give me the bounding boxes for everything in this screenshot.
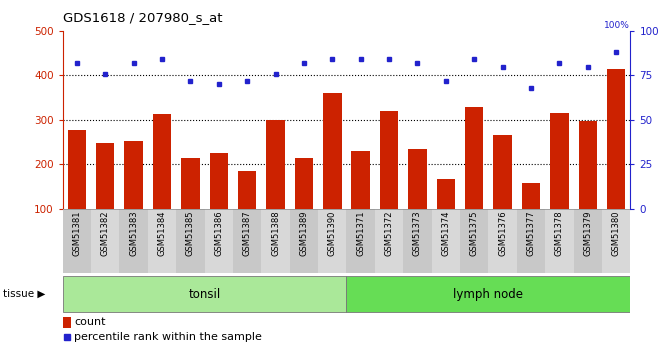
Bar	[409, 149, 426, 253]
Bar	[550, 113, 568, 253]
Bar	[96, 143, 114, 253]
Bar	[375, 209, 403, 273]
Text: GSM51387: GSM51387	[243, 211, 251, 256]
Bar	[403, 209, 432, 273]
Text: GSM51386: GSM51386	[214, 211, 223, 256]
Bar	[346, 276, 630, 312]
Bar	[579, 121, 597, 253]
Bar	[346, 209, 375, 273]
Bar	[210, 153, 228, 253]
Bar	[460, 209, 488, 273]
Bar	[148, 209, 176, 273]
Bar	[352, 151, 370, 253]
Bar	[318, 209, 346, 273]
Text: GSM51384: GSM51384	[158, 211, 166, 256]
Bar	[182, 158, 199, 253]
Bar	[63, 276, 346, 312]
Text: GSM51388: GSM51388	[271, 211, 280, 256]
Text: GSM51379: GSM51379	[583, 211, 592, 256]
Bar	[517, 209, 545, 273]
Text: GSM51377: GSM51377	[527, 211, 535, 256]
Text: GSM51390: GSM51390	[328, 211, 337, 256]
Bar	[432, 209, 460, 273]
Text: tonsil: tonsil	[189, 288, 220, 300]
Text: GSM51383: GSM51383	[129, 211, 138, 256]
Bar	[267, 120, 284, 253]
Bar	[437, 178, 455, 253]
Text: GSM51373: GSM51373	[413, 211, 422, 256]
Bar	[602, 209, 630, 273]
Text: GSM51372: GSM51372	[385, 211, 393, 256]
Text: GSM51378: GSM51378	[555, 211, 564, 256]
Text: GSM51375: GSM51375	[470, 211, 478, 256]
Text: percentile rank within the sample: percentile rank within the sample	[74, 332, 262, 342]
Bar	[205, 209, 233, 273]
Text: GSM51382: GSM51382	[101, 211, 110, 256]
Text: count: count	[74, 317, 106, 327]
Bar	[63, 317, 71, 328]
Bar	[63, 209, 91, 273]
Text: GSM51385: GSM51385	[186, 211, 195, 256]
Bar	[261, 209, 290, 273]
Bar	[68, 130, 86, 253]
Text: GSM51381: GSM51381	[73, 211, 81, 256]
Bar	[545, 209, 574, 273]
Bar	[125, 141, 143, 253]
Bar	[465, 107, 483, 253]
Text: GSM51376: GSM51376	[498, 211, 507, 256]
Bar	[323, 93, 341, 253]
Text: GSM51374: GSM51374	[442, 211, 450, 256]
Bar	[176, 209, 205, 273]
Text: lymph node: lymph node	[453, 288, 523, 300]
Bar	[119, 209, 148, 273]
Bar	[233, 209, 261, 273]
Bar	[153, 114, 171, 253]
Text: tissue ▶: tissue ▶	[3, 289, 46, 299]
Bar	[522, 184, 540, 253]
Bar	[238, 171, 256, 253]
Bar	[91, 209, 119, 273]
Bar	[295, 158, 313, 253]
Bar	[574, 209, 602, 273]
Bar	[488, 209, 517, 273]
Text: GSM51389: GSM51389	[300, 211, 308, 256]
Text: GSM51371: GSM51371	[356, 211, 365, 256]
Bar	[290, 209, 318, 273]
Bar	[494, 136, 512, 253]
Text: GDS1618 / 207980_s_at: GDS1618 / 207980_s_at	[63, 11, 222, 24]
Bar	[607, 69, 625, 253]
Text: GSM51380: GSM51380	[612, 211, 620, 256]
Bar	[380, 111, 398, 253]
Text: 100%: 100%	[605, 21, 630, 30]
